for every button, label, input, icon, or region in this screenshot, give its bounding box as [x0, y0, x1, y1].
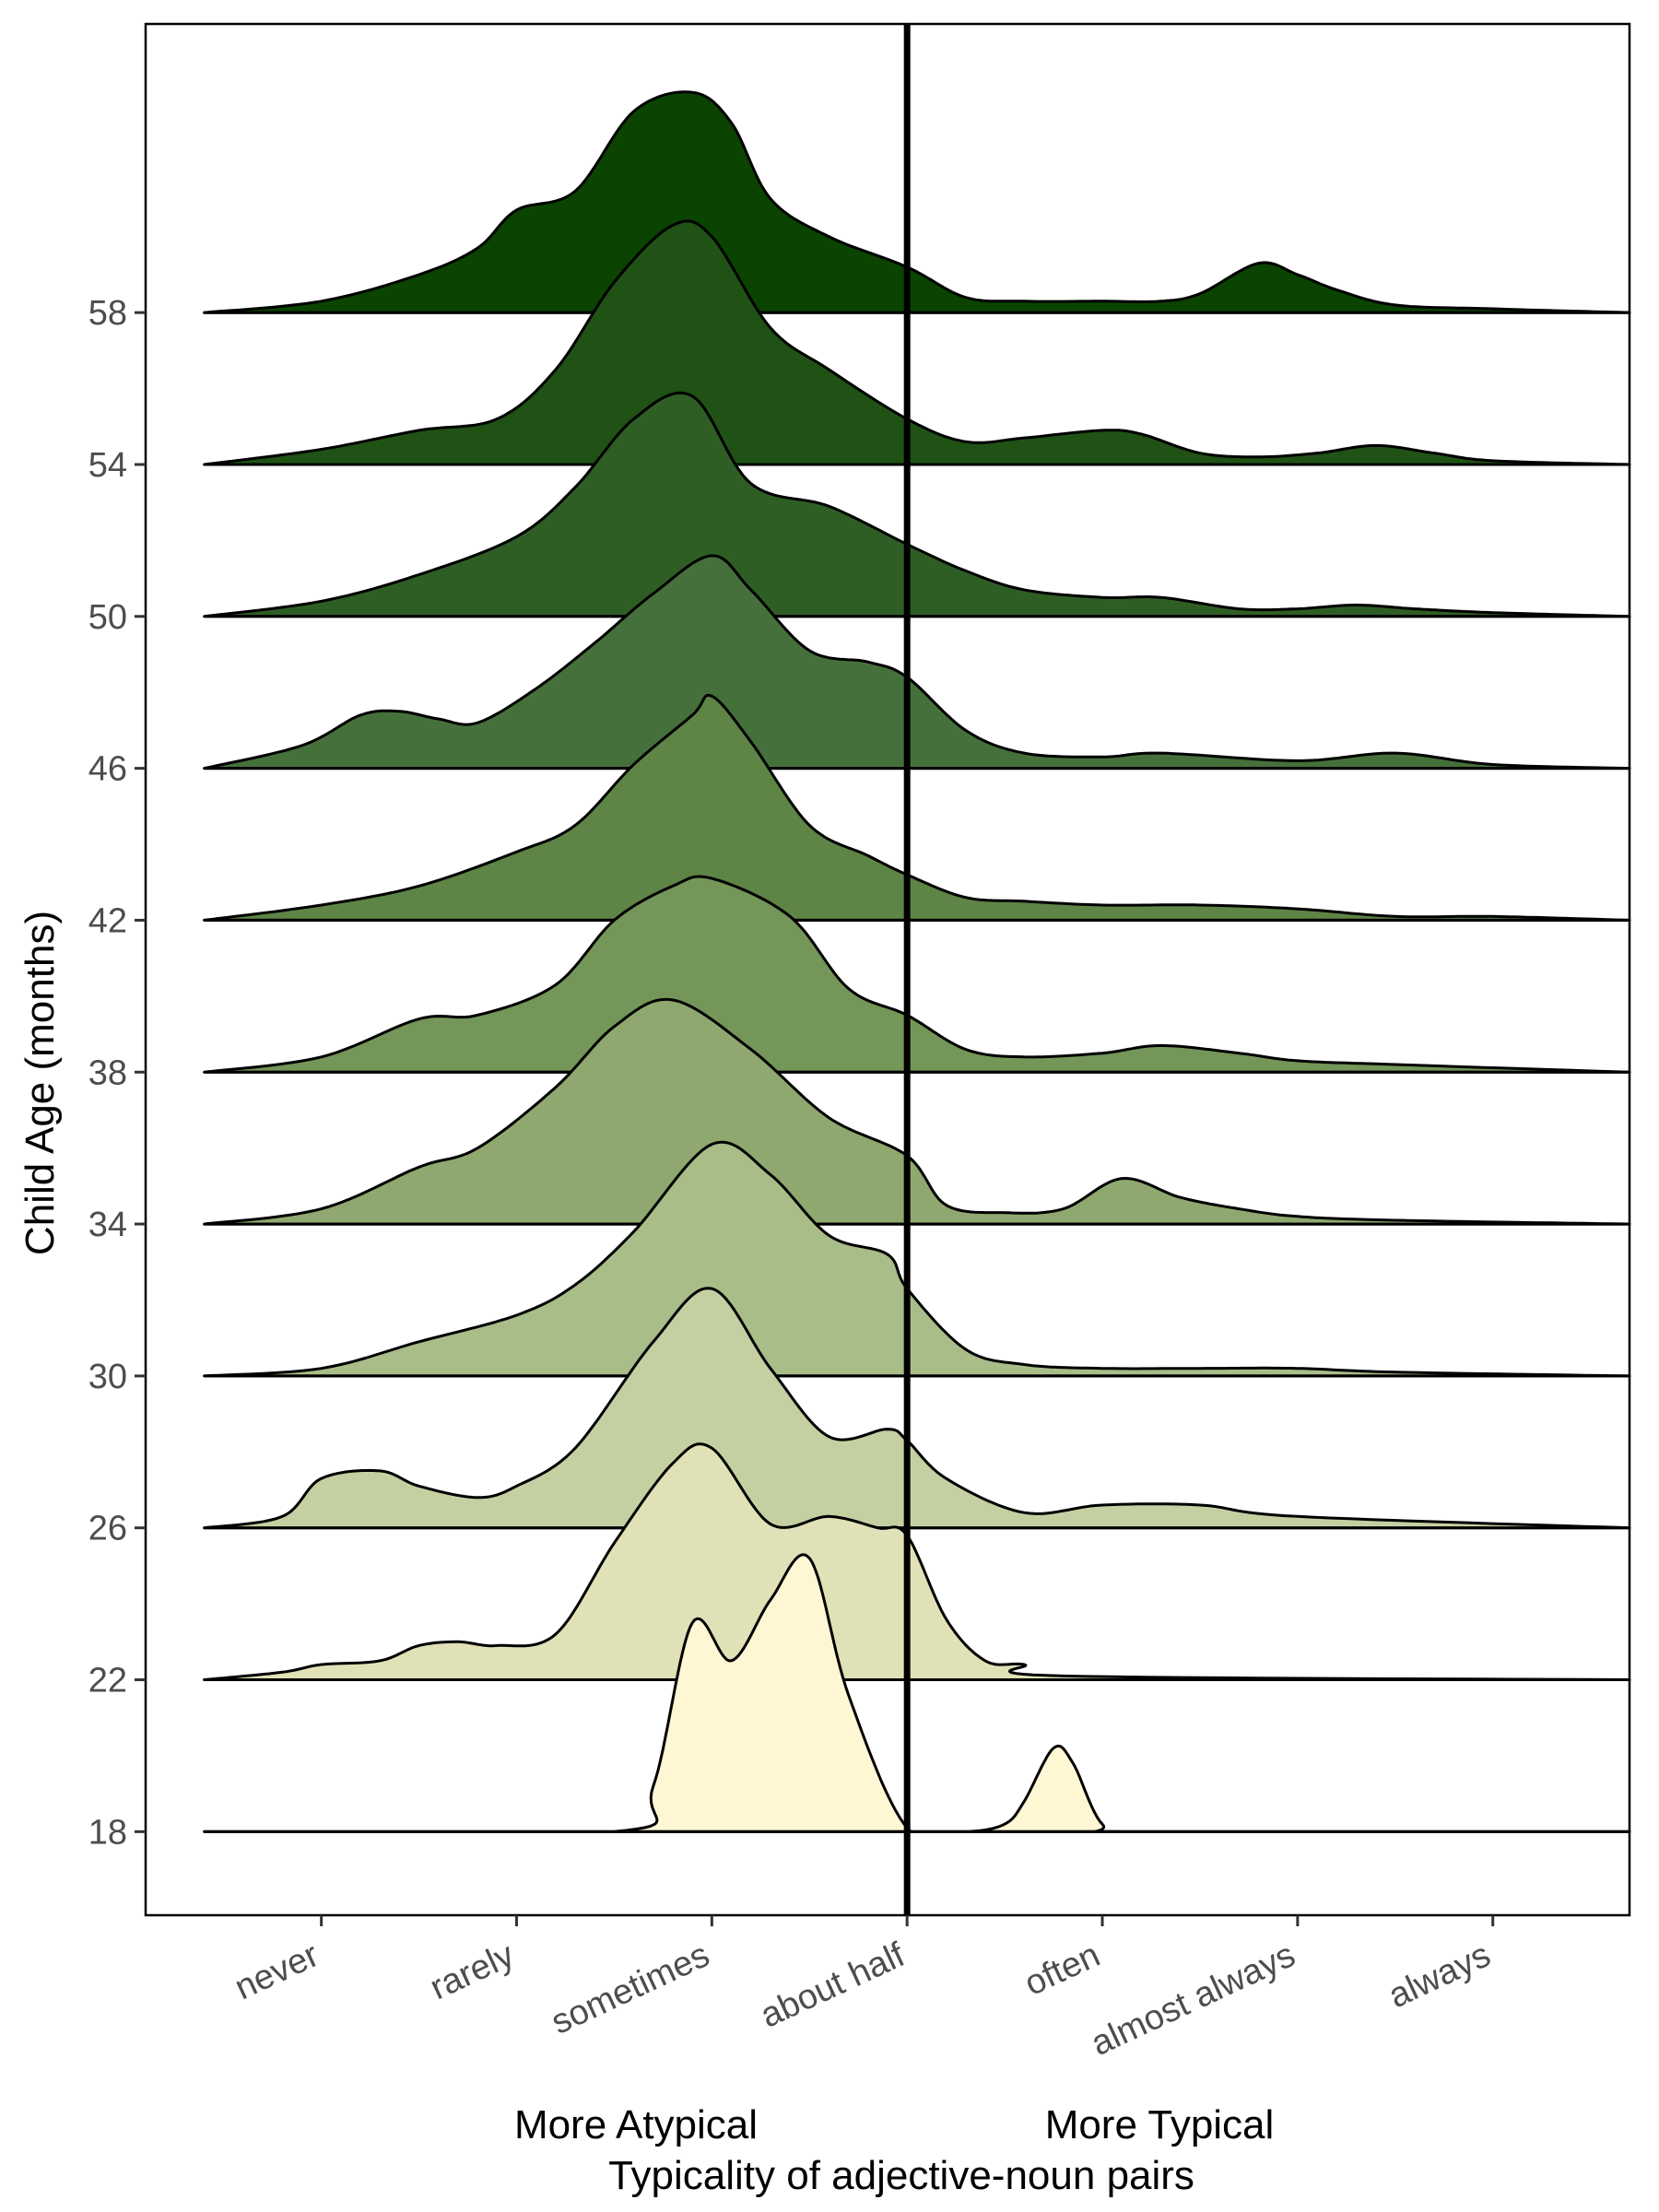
ridge-age-42 [203, 693, 1631, 922]
y-tick-label-50: 50 [88, 598, 127, 637]
ridges-layer [203, 90, 1631, 1833]
y-axis-title: Child Age (months) [18, 911, 63, 1255]
x-axis-title: Typicality of adjective-noun pairs [608, 2153, 1194, 2198]
x-annotation-left: More Atypical [514, 2102, 758, 2147]
y-tick-label-42: 42 [88, 901, 127, 940]
ridge-age-22 [203, 1442, 1631, 1681]
y-tick-label-30: 30 [88, 1358, 127, 1396]
y-tick-label-26: 26 [88, 1510, 127, 1548]
plot-panel-border [144, 22, 1631, 1917]
y-tick-label-34: 34 [88, 1206, 127, 1244]
ridge-age-54 [203, 219, 1631, 466]
y-axis: 18 22 26 30 34 38 42 46 50 54 58 [88, 294, 146, 1852]
ridge-age-30 [203, 1140, 1631, 1378]
ridge-age-50 [203, 391, 1631, 618]
y-tick-label-38: 38 [88, 1053, 127, 1092]
y-tick-label-58: 58 [88, 294, 127, 333]
y-tick-label-18: 18 [88, 1813, 127, 1852]
ridge-age-26 [203, 1287, 1631, 1530]
y-tick-label-54: 54 [88, 446, 127, 485]
y-tick-label-22: 22 [88, 1662, 127, 1700]
ridge-age-46 [203, 554, 1631, 771]
y-tick-label-46: 46 [88, 750, 127, 789]
x-annotation-right: More Typical [1045, 2102, 1275, 2147]
ridge-age-38 [203, 875, 1631, 1074]
